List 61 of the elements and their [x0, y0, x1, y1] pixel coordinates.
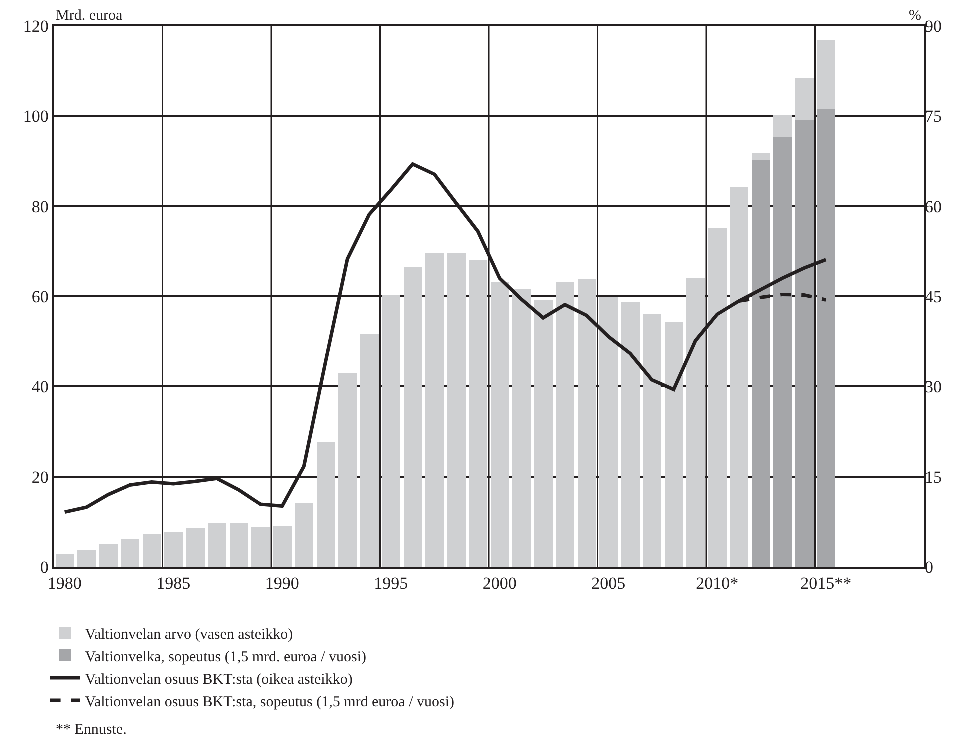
- x-tick-label: 2010*: [696, 574, 739, 594]
- bar: [512, 289, 531, 567]
- y2-axis-title: %: [909, 8, 922, 24]
- y-tick-label: 80: [32, 197, 49, 216]
- bar: [208, 523, 226, 567]
- bar: [121, 539, 139, 567]
- y2-tick-label: 0: [925, 558, 934, 577]
- bar: [230, 523, 248, 567]
- x-tick-label: 2015**: [800, 574, 852, 594]
- bar: [164, 532, 183, 567]
- x-tick-label: 2000: [482, 574, 517, 594]
- bar: [317, 442, 335, 567]
- y2-tick-label: 75: [925, 107, 942, 126]
- y-tick-label: 120: [23, 16, 49, 36]
- y2-tick-label: 30: [925, 378, 942, 397]
- y2-tick-label: 15: [925, 468, 942, 487]
- bar: [686, 278, 705, 567]
- bar: [360, 334, 379, 567]
- text: ** Ennuste.: [56, 722, 127, 736]
- x-tick-label: 1980: [48, 574, 82, 594]
- bar: [273, 526, 292, 567]
- bar: [295, 503, 313, 567]
- bar: [56, 554, 74, 567]
- bar: [556, 282, 574, 567]
- bar: [643, 314, 661, 567]
- bar: [99, 544, 118, 567]
- y-tick-label: 0: [40, 558, 49, 577]
- bar: [251, 527, 270, 567]
- bar: [469, 260, 487, 567]
- legend-label: Valtionvelan arvo (vasen asteikko): [85, 626, 294, 643]
- x-tick-label: 2005: [592, 574, 626, 594]
- y2-tick-label: 45: [925, 287, 942, 306]
- bar: [447, 253, 466, 567]
- bar: [578, 279, 596, 567]
- bar: [143, 534, 161, 567]
- bar: [730, 187, 748, 567]
- y-tick-label: 40: [32, 378, 49, 397]
- y-axis-title: Mrd. euroa: [56, 8, 123, 24]
- bar: [708, 228, 727, 567]
- y-tick-label: 20: [32, 468, 49, 487]
- y-tick-label: 60: [32, 287, 49, 306]
- x-tick-label: 1985: [156, 574, 191, 594]
- bar: [534, 300, 553, 567]
- x-tick-label: 1995: [374, 574, 408, 594]
- x-tick-label: 1990: [265, 574, 300, 594]
- bar: [77, 550, 96, 567]
- bar: [665, 322, 683, 567]
- bar: [382, 295, 400, 567]
- bar: [621, 302, 640, 567]
- bar: [491, 282, 509, 567]
- bar: [338, 373, 357, 567]
- legend-label: Valtionvelka, sopeutus (1,5 mrd. euroa / vuosi): [85, 649, 367, 666]
- bar: [425, 253, 444, 567]
- bar: [186, 528, 205, 567]
- legend-label: Valtionvelan osuus BKT:sta (oikea asteikko): [85, 672, 353, 688]
- bar: [599, 297, 618, 567]
- legend-label: Valtionvelan osuus BKT:sta, sopeutus (1,5 mrd euroa / vuosi): [85, 694, 455, 710]
- y2-tick-label: 60: [925, 197, 942, 216]
- y-tick-label: 100: [23, 107, 49, 126]
- bar: [404, 267, 422, 567]
- y2-tick-label: 90: [925, 16, 942, 36]
